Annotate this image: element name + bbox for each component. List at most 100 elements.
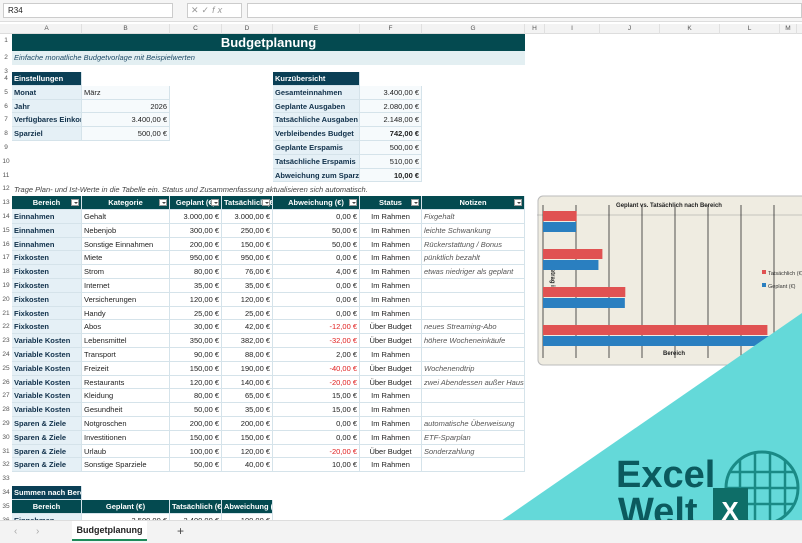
- tatsaechlich-cell[interactable]: 35,00 €: [222, 403, 273, 417]
- row-number[interactable]: 14: [2, 213, 10, 220]
- abweichung-cell[interactable]: 4,00 €: [273, 265, 360, 279]
- row-number[interactable]: 20: [2, 295, 10, 303]
- table-header[interactable]: Notizen: [422, 196, 525, 210]
- geplant-cell[interactable]: 80,00 €: [170, 265, 222, 279]
- status-cell[interactable]: Im Rahmen: [360, 223, 422, 238]
- column-header[interactable]: C: [170, 24, 222, 34]
- status-cell[interactable]: Im Rahmen: [360, 348, 422, 362]
- bereich-cell[interactable]: Fixkosten: [12, 251, 82, 266]
- abweichung-cell[interactable]: 0,00 €: [273, 430, 360, 445]
- column-header[interactable]: E: [273, 24, 360, 34]
- row-number[interactable]: 24: [2, 351, 10, 358]
- kategorie-cell[interactable]: Abos: [82, 320, 170, 335]
- tatsaechlich-cell[interactable]: 120,00 €: [222, 292, 273, 307]
- settings-value[interactable]: 500,00 €: [82, 127, 170, 141]
- filter-dropdown-icon[interactable]: [411, 199, 419, 207]
- abweichung-cell[interactable]: -20,00 €: [273, 375, 360, 390]
- notiz-cell[interactable]: leichte Schwankung: [422, 223, 525, 238]
- bereich-cell[interactable]: Fixkosten: [12, 306, 82, 321]
- table-header[interactable]: Kategorie: [82, 196, 170, 210]
- geplant-cell[interactable]: 200,00 €: [170, 417, 222, 431]
- bar-chart[interactable]: Geplant vs. Tatsächlich nach Bereich Bere…: [537, 195, 802, 367]
- notiz-cell[interactable]: Wochenendtrip: [422, 361, 525, 376]
- notiz-cell[interactable]: Rückerstattung / Bonus: [422, 237, 525, 252]
- tatsaechlich-cell[interactable]: 190,00 €: [222, 361, 273, 376]
- column-header[interactable]: D: [222, 24, 273, 34]
- bereich-cell[interactable]: Variable Kosten: [12, 375, 82, 390]
- status-cell[interactable]: Im Rahmen: [360, 403, 422, 417]
- column-header[interactable]: I: [545, 24, 600, 34]
- abweichung-cell[interactable]: -20,00 €: [273, 444, 360, 459]
- row-number[interactable]: 18: [2, 268, 10, 276]
- kategorie-cell[interactable]: Notgroschen: [82, 417, 170, 431]
- geplant-cell[interactable]: 350,00 €: [170, 334, 222, 348]
- tatsaechlich-cell[interactable]: 382,00 €: [222, 334, 273, 348]
- geplant-cell[interactable]: 120,00 €: [170, 292, 222, 307]
- row-number[interactable]: 19: [2, 282, 10, 289]
- kategorie-cell[interactable]: Versicherungen: [82, 292, 170, 307]
- tatsaechlich-cell[interactable]: 250,00 €: [222, 223, 273, 238]
- row-number[interactable]: 27: [2, 392, 10, 400]
- status-cell[interactable]: Über Budget: [360, 361, 422, 376]
- kategorie-cell[interactable]: Investitionen: [82, 430, 170, 445]
- notiz-cell[interactable]: neues Streaming-Abo: [422, 320, 525, 335]
- tatsaechlich-cell[interactable]: 950,00 €: [222, 251, 273, 266]
- row-number[interactable]: 3: [4, 68, 8, 75]
- row-number[interactable]: 15: [2, 226, 10, 234]
- notiz-cell[interactable]: [422, 403, 525, 417]
- bereich-cell[interactable]: Sparen & Ziele: [12, 458, 82, 473]
- row-number[interactable]: 7: [4, 116, 8, 124]
- kategorie-cell[interactable]: Strom: [82, 265, 170, 279]
- formula-buttons[interactable]: ✕✓fx: [187, 3, 242, 18]
- column-header[interactable]: K: [660, 24, 720, 34]
- kategorie-cell[interactable]: Miete: [82, 251, 170, 266]
- bereich-cell[interactable]: Fixkosten: [12, 320, 82, 335]
- geplant-cell[interactable]: 120,00 €: [170, 375, 222, 390]
- row-number[interactable]: 25: [2, 364, 10, 372]
- column-header[interactable]: A: [12, 24, 82, 34]
- status-cell[interactable]: Im Rahmen: [360, 237, 422, 252]
- abweichung-cell[interactable]: -12,00 €: [273, 320, 360, 335]
- bereich-cell[interactable]: Einnahmen: [12, 223, 82, 238]
- notiz-cell[interactable]: [422, 458, 525, 473]
- kategorie-cell[interactable]: Restaurants: [82, 375, 170, 390]
- status-cell[interactable]: Über Budget: [360, 320, 422, 335]
- geplant-cell[interactable]: 300,00 €: [170, 223, 222, 238]
- settings-value[interactable]: März: [82, 85, 170, 100]
- notiz-cell[interactable]: höhere Wocheneinkäufe: [422, 334, 525, 348]
- abweichung-cell[interactable]: 15,00 €: [273, 403, 360, 417]
- tatsaechlich-cell[interactable]: 42,00 €: [222, 320, 273, 335]
- row-number[interactable]: 13: [2, 199, 10, 207]
- kategorie-cell[interactable]: Urlaub: [82, 444, 170, 459]
- row-number[interactable]: 17: [2, 254, 10, 262]
- geplant-cell[interactable]: 50,00 €: [170, 403, 222, 417]
- row-number[interactable]: 29: [2, 420, 10, 427]
- notiz-cell[interactable]: Sonderzahlung: [422, 444, 525, 459]
- geplant-cell[interactable]: 35,00 €: [170, 279, 222, 293]
- add-sheet-button[interactable]: +: [177, 524, 185, 538]
- column-header[interactable]: F: [360, 24, 422, 34]
- column-header[interactable]: G: [422, 24, 525, 34]
- table-header[interactable]: Geplant (€): [170, 196, 222, 210]
- kategorie-cell[interactable]: Sonstige Sparziele: [82, 458, 170, 473]
- kategorie-cell[interactable]: Gehalt: [82, 210, 170, 224]
- bereich-cell[interactable]: Einnahmen: [12, 237, 82, 252]
- table-header[interactable]: Bereich: [12, 196, 82, 210]
- filter-dropdown-icon[interactable]: [349, 199, 357, 207]
- row-number[interactable]: 4: [4, 75, 8, 82]
- tatsaechlich-cell[interactable]: 120,00 €: [222, 444, 273, 459]
- settings-value[interactable]: 2026: [82, 99, 170, 114]
- filter-dropdown-icon[interactable]: [514, 199, 522, 207]
- filter-dropdown-icon[interactable]: [71, 199, 79, 207]
- settings-value[interactable]: 3.400,00 €: [82, 113, 170, 128]
- tatsaechlich-cell[interactable]: 76,00 €: [222, 265, 273, 279]
- bereich-cell[interactable]: Sparen & Ziele: [12, 430, 82, 445]
- notiz-cell[interactable]: [422, 348, 525, 362]
- row-number[interactable]: 9: [4, 144, 8, 151]
- notiz-cell[interactable]: pünktlich bezahlt: [422, 251, 525, 266]
- bereich-cell[interactable]: Fixkosten: [12, 279, 82, 293]
- row-number[interactable]: 1: [4, 37, 8, 44]
- row-number[interactable]: 28: [2, 406, 10, 414]
- notiz-cell[interactable]: ETF-Sparplan: [422, 430, 525, 445]
- bereich-cell[interactable]: Variable Kosten: [12, 361, 82, 376]
